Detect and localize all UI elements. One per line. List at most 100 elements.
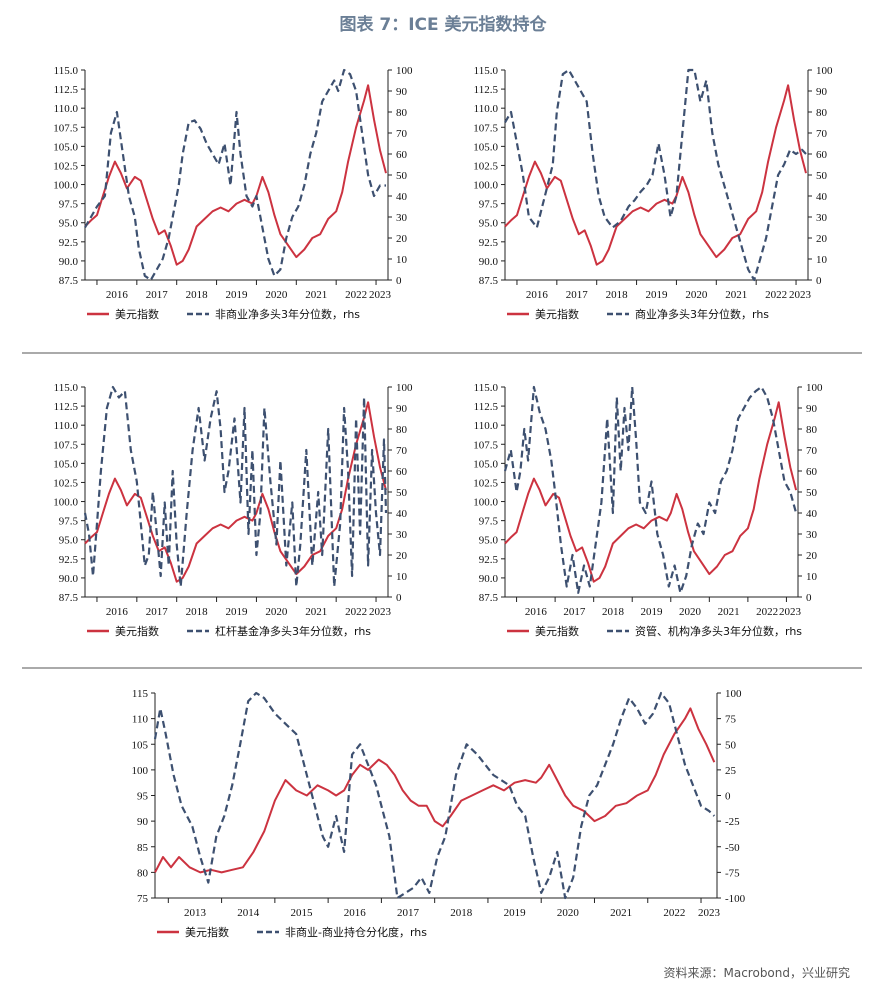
left-tick-label: 85 — [137, 842, 149, 854]
chart-p1: 87.5 90.0 92.5 95.0 97.5 100.0 102.5 105.0 107.5… — [53, 65, 413, 321]
right-tick-label: 20 — [396, 550, 408, 562]
legend-label-position: 杠杆基金净多头3年分位数，rhs — [215, 624, 371, 638]
left-tick-label: 105 — [132, 739, 149, 751]
left-tick-label: 112.5 — [474, 401, 499, 413]
legend-label-position: 资管、机构净多头3年分位数，rhs — [635, 624, 802, 638]
x-tick-label: 2016 — [344, 907, 367, 919]
left-tick-label: 115 — [132, 688, 149, 700]
left-tick-label: 102.5 — [53, 477, 78, 489]
left-tick-label: 90.0 — [59, 573, 79, 585]
left-tick-label: 95.0 — [479, 535, 499, 547]
series-position-percentile — [504, 68, 807, 282]
x-tick-label: 2020 — [265, 606, 288, 618]
x-tick-label: 2020 — [557, 907, 580, 919]
right-tick-label: -75 — [725, 867, 740, 879]
right-tick-label: 100 — [396, 382, 413, 394]
right-tick-label: 25 — [725, 765, 737, 777]
series-position-percentile — [84, 68, 386, 282]
right-tick-label: 60 — [396, 149, 408, 161]
legend-label-usd: 美元指数 — [535, 307, 579, 321]
right-tick-label: 20 — [816, 233, 828, 245]
left-tick-label: 87.5 — [59, 592, 79, 604]
right-tick-label: 50 — [725, 739, 737, 751]
right-tick-label: 60 — [396, 466, 408, 478]
series-usd-index — [84, 84, 387, 266]
legend-label-usd: 美元指数 — [115, 307, 159, 321]
right-tick-label: 90 — [396, 403, 408, 415]
right-tick-label: 60 — [806, 466, 818, 478]
legend-label-usd: 美元指数 — [185, 925, 229, 939]
right-tick-label: 40 — [816, 191, 828, 203]
right-tick-label: 70 — [806, 445, 818, 457]
x-tick-label: 2018 — [186, 289, 209, 301]
x-tick-label: 2019 — [504, 907, 527, 919]
legend-label-position: 非商业-商业持仓分化度，rhs — [285, 925, 427, 939]
right-tick-label: 80 — [396, 107, 408, 119]
right-tick-label: 80 — [816, 107, 828, 119]
left-tick-label: 97.5 — [59, 199, 79, 211]
left-tick-label: 112.5 — [54, 401, 79, 413]
x-tick-label: 2014 — [237, 907, 260, 919]
left-tick-label: 107.5 — [473, 122, 498, 134]
left-tick-label: 95.0 — [59, 535, 79, 547]
x-tick-label: 2019 — [226, 606, 249, 618]
left-tick-label: 107.5 — [53, 122, 78, 134]
right-tick-label: 100 — [396, 65, 413, 77]
left-tick-label: 90.0 — [479, 256, 499, 268]
left-tick-label: 110.0 — [474, 420, 499, 432]
series-usd-index — [504, 401, 798, 583]
left-tick-label: 100 — [132, 765, 149, 777]
x-tick-label: 2017 — [146, 289, 169, 301]
x-tick-label: 2022 — [756, 606, 778, 618]
right-tick-label: 40 — [806, 508, 818, 520]
left-tick-label: 115.0 — [54, 65, 79, 77]
right-tick-label: 100 — [806, 382, 823, 394]
x-tick-label: 2017 — [563, 606, 586, 618]
x-tick-label: 2020 — [265, 289, 288, 301]
left-tick-label: 105.0 — [53, 141, 78, 153]
right-tick-label: 60 — [816, 149, 828, 161]
left-tick-label: 97.5 — [59, 516, 79, 528]
x-tick-label: 2017 — [397, 907, 420, 919]
left-tick-label: 110.0 — [54, 103, 79, 115]
right-tick-label: 70 — [396, 445, 408, 457]
x-tick-label: 2023 — [369, 606, 392, 618]
right-tick-label: 0 — [725, 791, 731, 803]
chart-p4: 87.5 90.0 92.5 95.0 97.5 100.0 102.5 105.0 107.5… — [473, 382, 823, 638]
chart-p5: 75 80 85 90 95 100 105 110 115 -100 -75 -50 -25 0 25 50… — [132, 688, 746, 939]
right-tick-label: 30 — [806, 529, 818, 541]
right-tick-label: 70 — [396, 128, 408, 140]
right-tick-label: 10 — [396, 254, 408, 266]
right-tick-label: 75 — [725, 714, 737, 726]
x-tick-label: 2020 — [679, 606, 702, 618]
left-tick-label: 102.5 — [53, 160, 78, 172]
left-tick-label: 80 — [137, 867, 149, 879]
legend-label-usd: 美元指数 — [115, 624, 159, 638]
x-tick-label: 2021 — [718, 606, 740, 618]
right-tick-label: 100 — [816, 65, 833, 77]
left-tick-label: 97.5 — [479, 516, 499, 528]
left-tick-label: 115.0 — [54, 382, 79, 394]
right-tick-label: -25 — [725, 816, 740, 828]
left-tick-label: 110.0 — [54, 420, 79, 432]
source-note: 资料来源：Macrobond，兴业研究 — [663, 966, 851, 980]
series-usd-index — [504, 84, 807, 266]
x-tick-label: 2013 — [184, 907, 207, 919]
left-tick-label: 92.5 — [479, 554, 499, 566]
legend-label-position: 非商业净多头3年分位数，rhs — [215, 307, 360, 321]
left-tick-label: 105.0 — [53, 458, 78, 470]
left-tick-label: 90.0 — [59, 256, 79, 268]
x-tick-label: 2020 — [685, 289, 708, 301]
right-tick-label: 20 — [806, 550, 818, 562]
right-tick-label: 90 — [806, 403, 818, 415]
series-usd-index — [154, 707, 716, 874]
right-tick-label: 10 — [816, 254, 828, 266]
right-tick-label: 30 — [396, 212, 408, 224]
x-tick-label: 2018 — [186, 606, 209, 618]
right-tick-label: 40 — [396, 508, 408, 520]
x-tick-label: 2021 — [610, 907, 632, 919]
left-tick-label: 87.5 — [59, 275, 79, 287]
legend-label-position: 商业净多头3年分位数，rhs — [635, 307, 769, 321]
x-tick-label: 2016 — [106, 289, 129, 301]
